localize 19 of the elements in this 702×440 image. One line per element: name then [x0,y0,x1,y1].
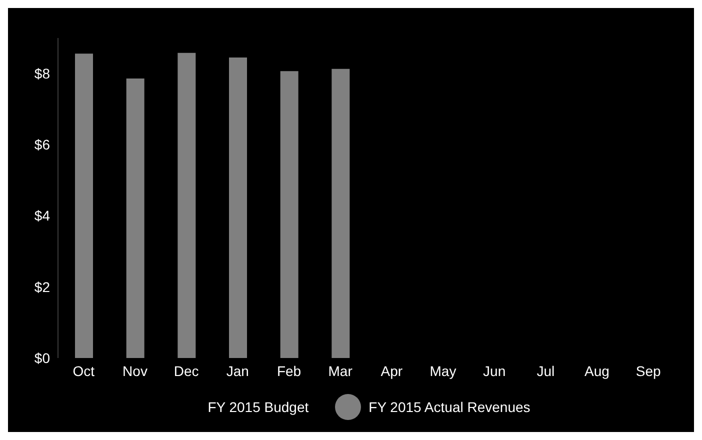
x-tick-label: Sep [636,362,661,379]
y-tick-label: $4 [34,208,50,224]
x-tick-label: Oct [72,362,95,379]
y-tick-label: $2 [34,278,50,295]
y-tick-label: $8 [34,66,50,82]
x-tick-label: Nov [122,362,148,379]
x-tick-label: May [430,362,456,379]
x-tick-label: Jul [536,362,555,379]
text: FY 2015 Budget [208,399,309,415]
x-tick-label: Jun [483,362,506,379]
legend-label: FY 2015 Actual Revenues [368,399,530,415]
x-tick-label: Apr [380,362,403,379]
x-tick-label: Mar [328,362,353,379]
x-tick-label: Dec [174,362,199,379]
x-tick-label: Jan [226,362,249,379]
x-tick-label: Feb [276,362,302,379]
x-tick-label: Aug [584,362,610,379]
y-tick-label: $6 [34,136,50,153]
y-tick-label: $0 [34,350,50,366]
